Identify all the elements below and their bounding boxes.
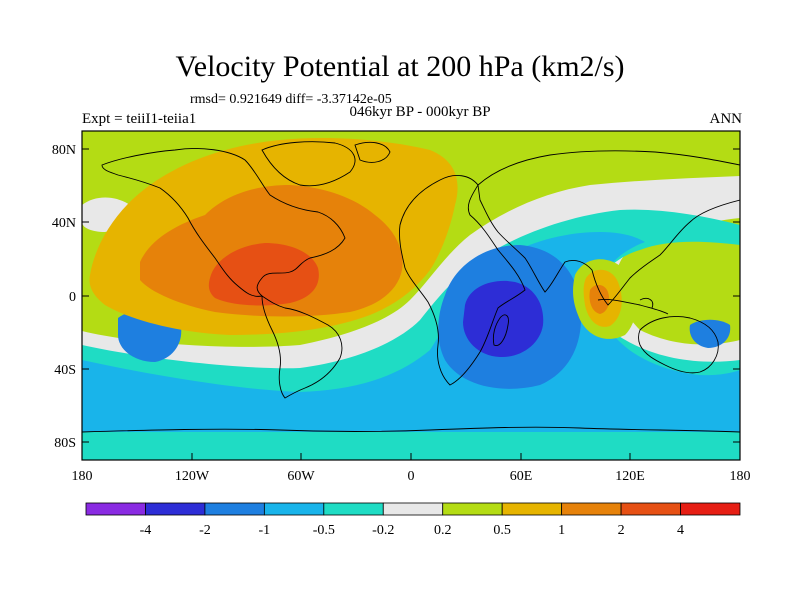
stats-line: rmsd= 0.921649 diff= -3.37142e-05 [190,92,392,107]
season-label: ANN [709,111,743,127]
positive-anomaly-atlantic-core [208,243,319,306]
colorbar: -4 -2 -1 -0.5 -0.2 0.2 0.5 1 2 4 [85,502,741,538]
map-title: Velocity Potential at 200 hPa (km2/s) [175,50,625,83]
lat-tick-label: 80N [52,143,76,158]
period-label: 046kyr BP - 000kyr BP [349,104,491,120]
lat-tick-label: 0 [69,290,76,305]
lon-tick-label: 0 [408,469,415,484]
colorbar-swatch [263,502,325,516]
colorbar-label: 0.2 [434,523,452,538]
colorbar-swatch [620,502,681,516]
lat-tick-label: 80S [54,436,76,451]
lon-tick-label: 180 [730,469,751,484]
colorbar-swatch [501,502,563,516]
colorbar-swatch [145,502,206,516]
colorbar-label: 0.5 [493,523,511,538]
contour-field [82,131,740,460]
colorbar-label: -4 [140,523,152,538]
colorbar-swatch [680,502,741,516]
colorbar-swatch [85,502,146,516]
colorbar-label: 4 [677,523,684,538]
lat-tick-label: 40N [52,216,76,231]
coastlines [82,141,740,433]
colorbar-swatch [204,502,265,516]
colorbar-swatch [442,502,503,516]
experiment-label: Expt = teiiI1-teiia1 [82,111,197,127]
lon-tick-label: 180 [72,469,93,484]
lat-tick-label: 40S [54,363,76,378]
colorbar-label: -2 [199,523,211,538]
negative-anomaly-indian-ocean-core [463,280,544,358]
colorbar-swatch [323,502,384,516]
negative-anomaly-australia-patch [689,319,731,348]
colorbar-label: -0.2 [372,523,394,538]
lon-tick-label: 120W [175,469,210,484]
lon-axis: 180 120W 60W 0 60E 120E 180 [72,469,751,484]
lon-tick-label: 60W [287,469,315,484]
lat-axis: 80N 40N 0 40S 80S [52,143,76,451]
colorbar-swatch [561,502,622,516]
lon-tick-label: 60E [510,469,533,484]
colorbar-label: -0.5 [313,523,335,538]
axis-ticks [81,148,741,460]
colorbar-label: 1 [558,523,565,538]
colorbar-swatch [382,502,444,516]
colorbar-label: -1 [259,523,271,538]
colorbar-label: 2 [618,523,625,538]
lon-tick-label: 120E [615,469,645,484]
